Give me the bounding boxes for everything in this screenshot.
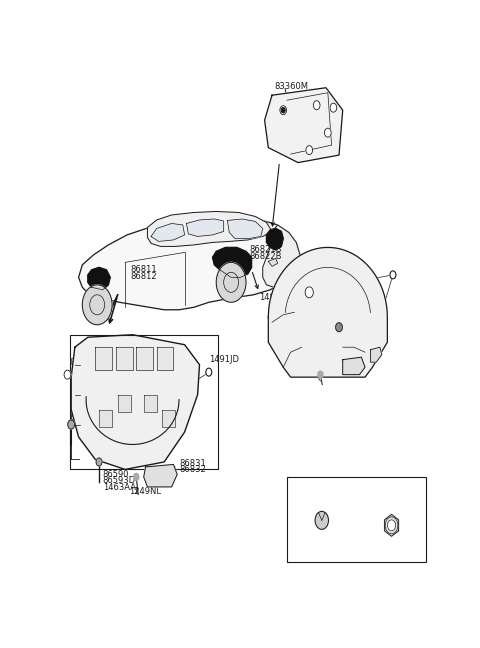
Text: 86590: 86590 <box>103 470 129 479</box>
Circle shape <box>64 370 71 379</box>
Polygon shape <box>118 395 131 412</box>
Polygon shape <box>116 347 132 369</box>
Text: 1463AA: 1463AA <box>103 483 136 492</box>
Text: 86832: 86832 <box>179 465 206 474</box>
Text: 86822B: 86822B <box>250 252 282 261</box>
Circle shape <box>313 100 320 110</box>
Text: 1491JD: 1491JD <box>259 293 289 302</box>
Polygon shape <box>264 87 343 163</box>
Polygon shape <box>144 395 156 412</box>
Polygon shape <box>156 347 173 369</box>
Polygon shape <box>88 268 110 290</box>
Circle shape <box>280 106 287 115</box>
Text: 86593D: 86593D <box>103 476 136 485</box>
Circle shape <box>318 371 323 378</box>
Polygon shape <box>266 229 283 250</box>
Circle shape <box>315 511 328 529</box>
Polygon shape <box>144 465 177 487</box>
Text: 84145A: 84145A <box>281 313 313 322</box>
Polygon shape <box>263 225 300 287</box>
Polygon shape <box>228 219 263 238</box>
Polygon shape <box>268 248 387 377</box>
Circle shape <box>206 368 212 376</box>
Polygon shape <box>213 248 252 277</box>
Polygon shape <box>151 224 185 242</box>
Polygon shape <box>79 218 300 310</box>
Text: 83360M: 83360M <box>274 82 308 91</box>
Text: 86821B: 86821B <box>250 246 282 255</box>
Circle shape <box>324 128 331 137</box>
Text: 86842: 86842 <box>332 329 358 338</box>
Circle shape <box>133 474 139 480</box>
Circle shape <box>68 420 74 429</box>
Circle shape <box>96 458 102 466</box>
Text: 1249NL: 1249NL <box>290 343 323 352</box>
Text: 1031AA: 1031AA <box>71 413 103 422</box>
Circle shape <box>83 285 112 325</box>
Polygon shape <box>371 347 382 362</box>
Polygon shape <box>186 219 224 237</box>
Circle shape <box>387 520 396 531</box>
Circle shape <box>330 103 337 112</box>
Text: 1327AC: 1327AC <box>375 483 408 492</box>
Polygon shape <box>268 259 277 266</box>
Text: 86841: 86841 <box>332 323 358 332</box>
Polygon shape <box>99 410 112 427</box>
Circle shape <box>390 271 396 279</box>
Circle shape <box>336 323 342 332</box>
Polygon shape <box>136 347 153 369</box>
Text: 86834E: 86834E <box>69 358 101 367</box>
Polygon shape <box>343 357 365 375</box>
Polygon shape <box>384 515 398 537</box>
Text: 86811: 86811 <box>131 266 157 274</box>
Text: 1249NL: 1249NL <box>129 487 161 496</box>
Circle shape <box>385 517 398 534</box>
Polygon shape <box>147 211 272 246</box>
Polygon shape <box>96 347 112 369</box>
Text: 86831: 86831 <box>179 459 206 468</box>
Circle shape <box>305 287 313 298</box>
Polygon shape <box>162 410 175 427</box>
Polygon shape <box>71 335 200 469</box>
Text: 1125KQ: 1125KQ <box>305 483 338 492</box>
Circle shape <box>306 146 312 155</box>
FancyBboxPatch shape <box>287 477 426 562</box>
Circle shape <box>281 108 285 113</box>
Text: 1491JD: 1491JD <box>209 355 239 364</box>
Text: 86812: 86812 <box>131 272 157 281</box>
Circle shape <box>216 262 246 302</box>
